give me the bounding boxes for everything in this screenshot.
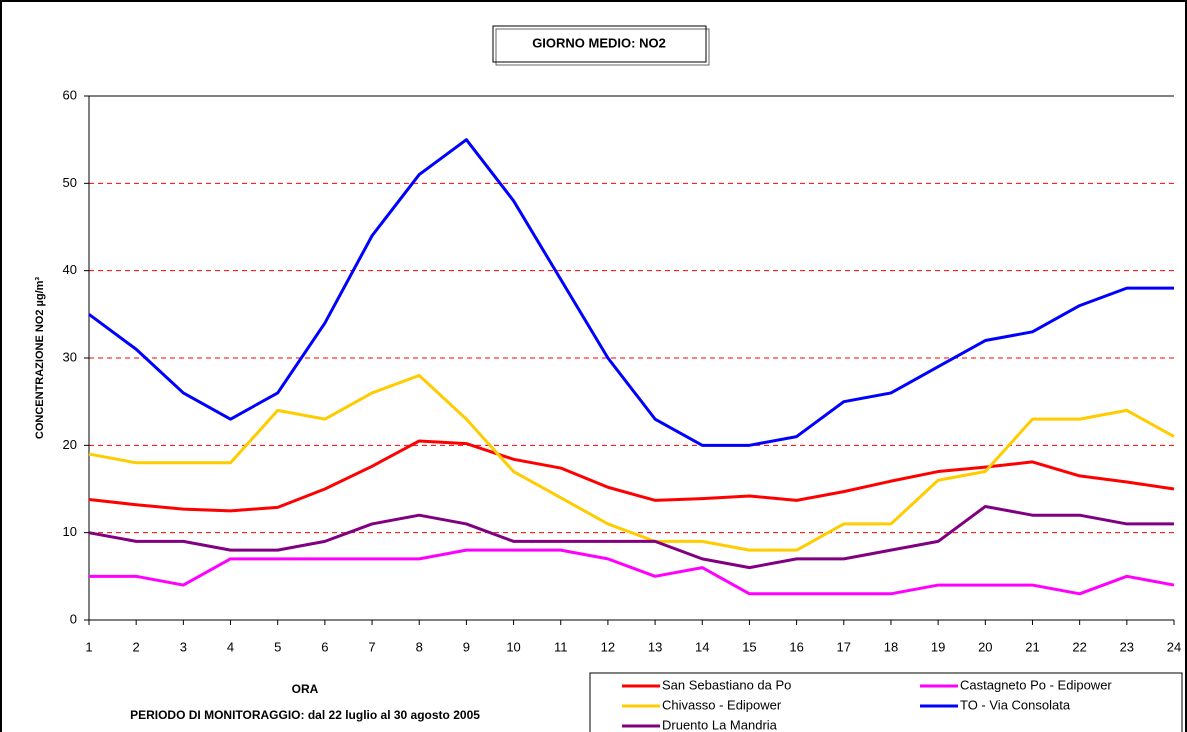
data-line [88, 504, 1174, 570]
x-tick-label: 15 [742, 639, 756, 654]
x-tick-label: 2 [133, 639, 140, 654]
x-axis-label: ORA [292, 682, 319, 696]
y-tick-label: 0 [70, 611, 77, 626]
y-axis-label: CONCENTRAZIONE NO2 µg/m³ [34, 277, 46, 440]
y-tick-label: 60 [63, 87, 77, 102]
y-tick-label: 30 [63, 349, 77, 364]
data-line [88, 373, 1175, 552]
x-tick-label: 21 [1025, 639, 1039, 654]
x-tick-label: 23 [1120, 639, 1134, 654]
x-tick-label: 13 [648, 639, 662, 654]
title-box-shadow [495, 28, 710, 66]
legend-label: Chivasso - Edipower [662, 697, 782, 712]
x-tick-label: 6 [321, 639, 328, 654]
y-tick-label: 20 [63, 437, 77, 452]
data-line [88, 138, 1174, 447]
y-tick-label: 50 [63, 175, 77, 190]
x-tick-label: 19 [931, 639, 945, 654]
x-tick-label: 9 [463, 639, 470, 654]
x-tick-label: 24 [1167, 639, 1181, 654]
data-line [88, 439, 1175, 513]
legend-label: San Sebastiano da Po [662, 677, 791, 692]
x-tick-label: 16 [789, 639, 803, 654]
y-tick-label: 40 [63, 262, 77, 277]
subtitle: PERIODO DI MONITORAGGIO: dal 22 luglio a… [130, 708, 480, 722]
legend-label: Druento La Mandria [662, 717, 778, 732]
x-tick-label: 20 [978, 639, 992, 654]
chart-title: GIORNO MEDIO: NO2 [532, 35, 666, 50]
x-tick-label: 4 [227, 639, 234, 654]
title-box [492, 25, 707, 63]
x-tick-label: 8 [416, 639, 423, 654]
x-tick-label: 12 [601, 639, 615, 654]
x-tick-label: 1 [85, 639, 92, 654]
data-line [89, 548, 1175, 596]
x-tick-label: 5 [274, 639, 281, 654]
x-tick-label: 22 [1072, 639, 1086, 654]
x-tick-label: 18 [884, 639, 898, 654]
x-tick-label: 14 [695, 639, 709, 654]
legend-label: TO - Via Consolata [960, 697, 1071, 712]
x-tick-label: 17 [837, 639, 851, 654]
x-tick-label: 10 [506, 639, 520, 654]
x-tick-label: 7 [368, 639, 375, 654]
x-tick-label: 3 [180, 639, 187, 654]
y-tick-label: 10 [63, 524, 77, 539]
legend-box [589, 672, 1183, 732]
x-tick-label: 11 [554, 639, 568, 654]
legend-label: Castagneto Po - Edipower [960, 677, 1112, 692]
